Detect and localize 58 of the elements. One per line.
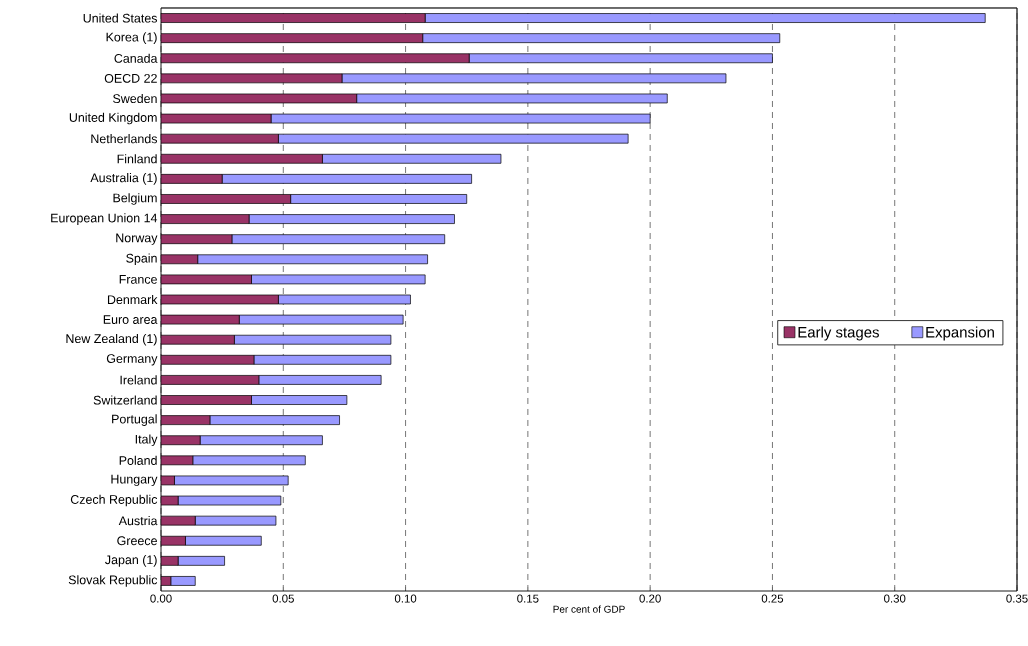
y-tick-label: Slovak Republic	[68, 575, 158, 587]
bar	[209, 415, 340, 425]
y-tick-label: OECD 22	[104, 73, 157, 83]
y-tick-label: Japan (1)	[105, 555, 157, 567]
x-tick-label: 0.35	[1006, 594, 1028, 603]
legend-label: Expansion	[926, 326, 994, 341]
y-tick-label: Ireland	[120, 375, 157, 385]
bar	[251, 274, 426, 285]
y-tick-label: Hungary	[111, 474, 158, 486]
x-tick-label: 0.25	[761, 594, 784, 603]
y-tick-label: Australia (1)	[90, 173, 157, 185]
y-tick-label: Norway	[116, 233, 158, 245]
x-tick-label: 0.15	[517, 594, 539, 603]
x-tick-label: 0.00	[150, 594, 172, 603]
bar	[238, 314, 404, 325]
y-tick-label: Germany	[106, 354, 158, 366]
y-tick-label: Denmark	[107, 294, 158, 305]
bar	[234, 334, 392, 345]
bar	[251, 395, 348, 405]
y-tick-label: Belgium	[113, 193, 157, 205]
y-tick-label: European Union 14	[51, 213, 158, 225]
y-tick-label: Czech Republic	[70, 494, 158, 507]
y-tick-label: Italy	[135, 434, 158, 447]
y-tick-label: United Kingdom	[69, 112, 157, 125]
bar	[185, 535, 262, 546]
y-tick-label: United States	[83, 13, 158, 23]
bar	[177, 495, 282, 506]
y-tick-label: Austria	[118, 516, 158, 526]
x-tick-label: 0.20	[639, 594, 661, 603]
y-tick-label: New Zealand (1)	[66, 333, 157, 346]
y-tick-label: Greece	[117, 536, 157, 546]
x-tick-label: 0.10	[394, 594, 417, 603]
bar	[197, 254, 428, 265]
bar	[248, 214, 455, 224]
bar	[278, 294, 411, 305]
bar	[177, 555, 225, 566]
y-tick-label: Euro area	[103, 315, 158, 324]
y-tick-label: Poland	[119, 455, 157, 465]
bar	[174, 475, 289, 486]
bar	[192, 455, 306, 466]
y-tick-label: Portugal	[112, 414, 157, 426]
y-tick-label: Finland	[117, 154, 157, 164]
y-tick-label: Netherlands	[91, 134, 158, 144]
y-tick-label: Spain	[126, 253, 157, 266]
bar	[199, 435, 323, 446]
bar	[231, 234, 446, 245]
y-tick-label: Switzerland	[93, 395, 157, 405]
y-tick-label: Korea (1)	[106, 32, 157, 44]
y-tick-label: France	[119, 275, 157, 284]
y-tick-label: Canada	[114, 53, 158, 63]
x-tick-label: 0.30	[884, 594, 906, 603]
y-tick-label: Sweden	[113, 93, 157, 104]
bar	[258, 375, 382, 385]
legend-label: Early stages	[798, 326, 879, 341]
x-tick-label: 0.05	[272, 594, 294, 603]
x-axis-title: Per cent of GDP	[553, 605, 625, 613]
bar	[194, 515, 277, 526]
bar	[253, 354, 392, 365]
